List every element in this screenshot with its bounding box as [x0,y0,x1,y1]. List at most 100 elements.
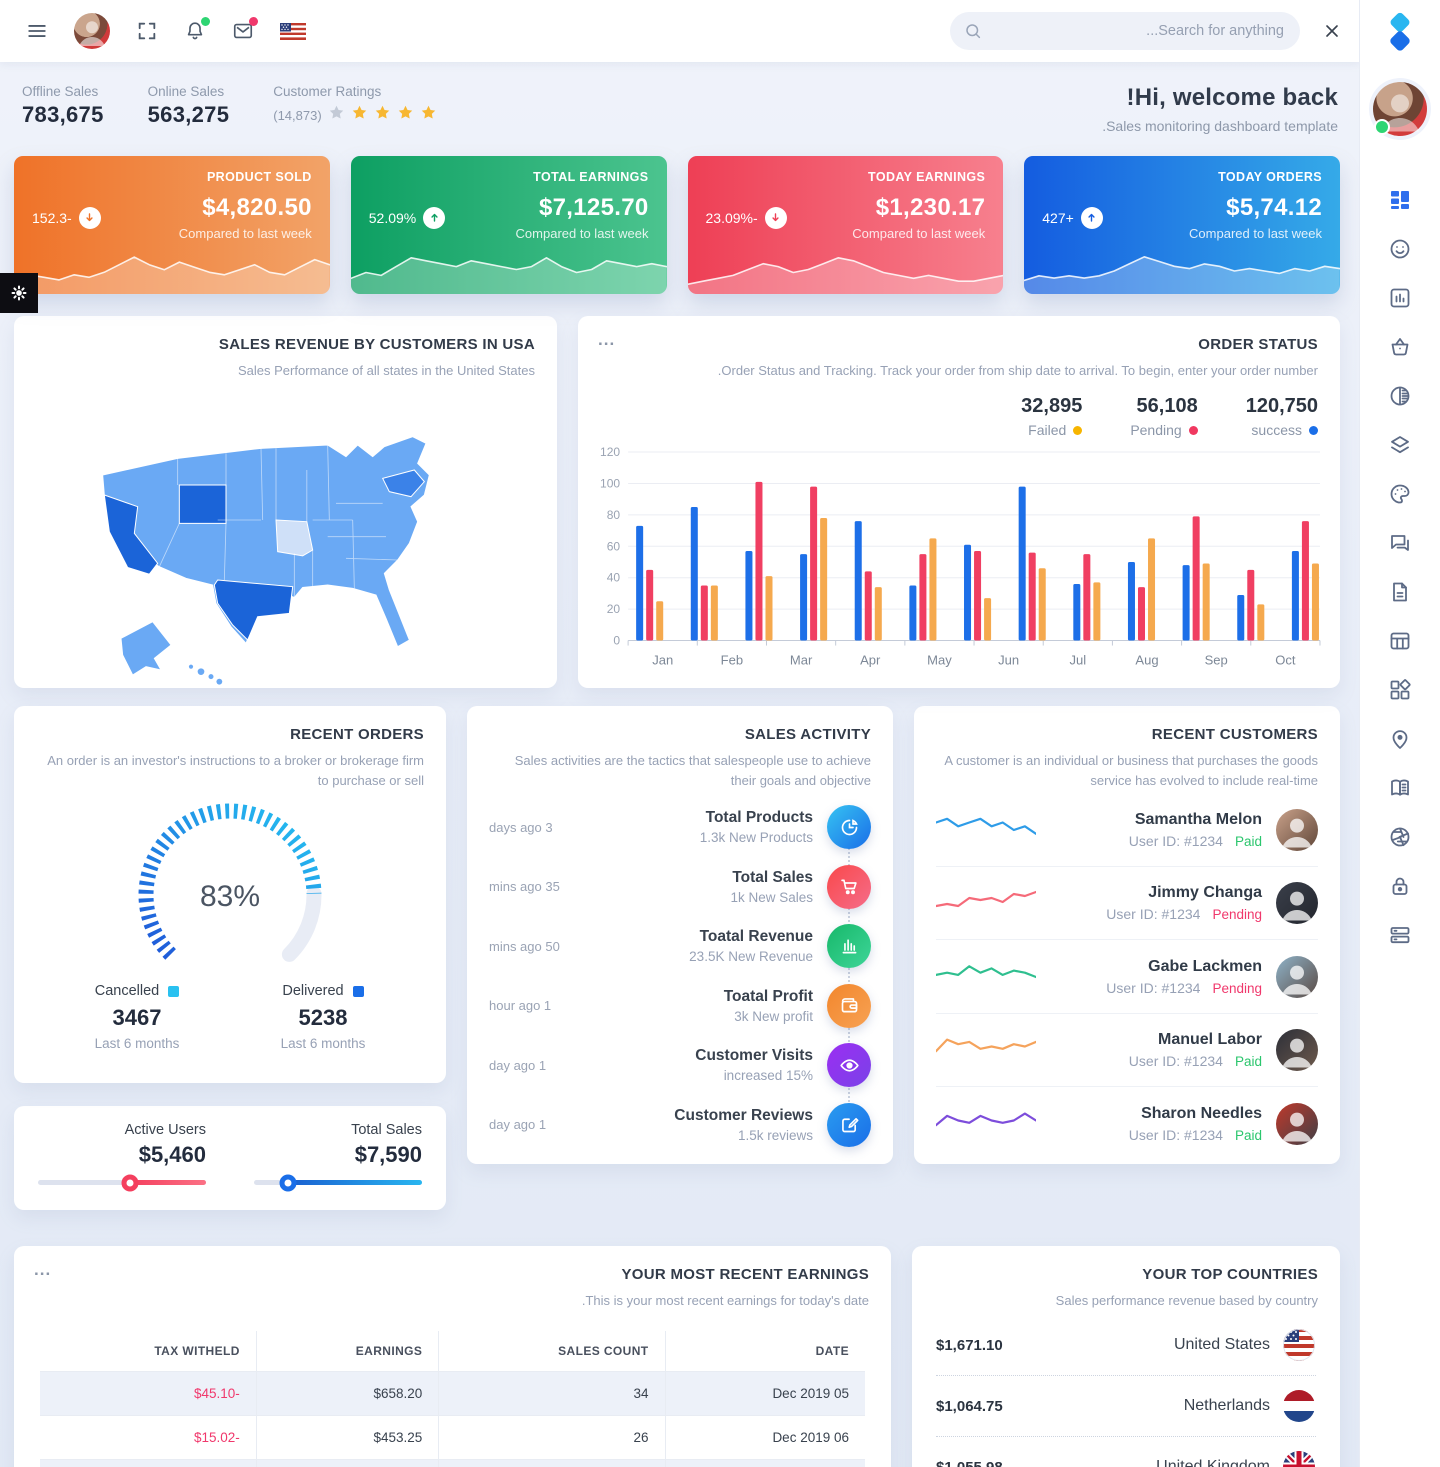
slider-label: Active Users [124,1122,206,1138]
online-status-dot [1374,119,1390,135]
sidebar-item-contrast-icon[interactable] [1388,384,1412,408]
activity-subtitle: 1.5k reviews [737,1127,813,1143]
fullscreen-icon[interactable] [136,20,158,42]
sidebar-item-document-icon[interactable] [1388,580,1412,604]
sidebar-item-chat-icon[interactable] [1388,531,1412,555]
stat-card-total-earnings[interactable]: TOTAL EARNINGS 52.09% $7,125.70 Compared… [350,156,667,294]
recent-customers-subtitle: A customer is an individual or business … [944,753,1318,789]
svg-text:Oct: Oct [1275,653,1296,668]
sidebar-item-forms-icon[interactable] [1388,923,1412,947]
customer-avatar [1276,808,1318,851]
close-icon[interactable] [1322,21,1342,41]
orders-gauge-legend: Cancelled 3467 Last 6 months Delivered 5… [14,983,446,1051]
svg-text:Apr: Apr [860,653,881,668]
sidebar-item-map-pin-icon[interactable] [1388,727,1412,751]
slider-track[interactable] [38,1174,206,1191]
customer-row[interactable]: Jimmy Changa User ID: #1234 Pending [936,867,1318,941]
table-cell: Dec 2019 07 [664,1459,865,1467]
settings-gear-button[interactable] [0,273,38,313]
country-row[interactable]: $1,055.98 United Kingdom [936,1437,1316,1467]
sidebar-item-widgets-icon[interactable] [1388,678,1412,702]
cart-icon[interactable] [827,864,871,909]
pie-chart-icon[interactable] [827,805,871,850]
user-avatar[interactable] [74,13,110,49]
table-row[interactable]: $13.45-$653.1234Dec 2019 07 [40,1459,865,1467]
search-input[interactable] [982,22,1286,40]
menu-icon[interactable] [26,20,48,42]
wallet-icon[interactable] [827,983,871,1028]
sidebar-item-basket-icon[interactable] [1388,335,1412,359]
sidebar-item-palette-icon[interactable] [1388,482,1412,506]
sidebar-item-book-icon[interactable] [1388,776,1412,800]
table-cell: 26 [438,1415,666,1461]
customer-row[interactable]: Sharon Needles User ID: #1234 Paid [936,1087,1318,1160]
table-cell: $13.45- [40,1459,257,1467]
svg-text:40: 40 [607,571,621,585]
table-row[interactable]: $15.02- $453.25 26 Dec 2019 06 [40,1415,865,1461]
gauge-legend-value: 5238 [298,1005,348,1031]
customer-status: Pending [1212,907,1262,923]
page-title: !Hi, welcome back [1126,84,1338,111]
customer-avatar [1276,882,1318,925]
slider-value: $7,590 [354,1142,422,1167]
card-menu-button[interactable]: ... [598,330,616,349]
activity-time: hour ago 1 [489,998,552,1014]
customer-row[interactable]: Samantha Melon User ID: #1234 Paid [936,793,1318,867]
nl-flag-icon [1282,1389,1316,1423]
slider-handle[interactable] [121,1174,139,1191]
stat-card-sparkline [14,248,330,294]
stat-card-product-sold[interactable]: PRODUCT SOLD 152.3- $4,820.50 Compared t… [14,156,330,294]
customer-sparkline [936,884,1036,922]
country-row[interactable]: $1,064.75 Netherlands [936,1376,1316,1438]
country-row[interactable]: $1,671.10 United States [936,1315,1316,1377]
recent-earnings-subtitle: .This is your most recent earnings for t… [581,1293,869,1308]
slider-handle[interactable] [279,1174,297,1191]
svg-text:Sep: Sep [1205,653,1228,668]
eye-icon[interactable] [827,1043,871,1088]
customer-status: Paid [1234,1054,1262,1070]
activity-title: Toatal Revenue [699,928,813,946]
right-sidebar [1359,0,1440,1467]
sidebar-item-dashboard-icon[interactable] [1388,188,1412,212]
sidebar-item-table-icon[interactable] [1388,629,1412,653]
uk-flag-icon [1282,1450,1316,1467]
earnings-column-header: EARNINGS [255,1331,440,1373]
edit-icon[interactable] [827,1102,871,1147]
stat-card-today-orders[interactable]: TODAY ORDERS 427+ $5,74.12 Compared to l… [1024,156,1340,294]
bell-icon[interactable] [184,17,210,42]
customer-id: User ID: #1234 [1106,979,1201,996]
svg-text:20: 20 [607,602,621,616]
recent-customers-card: RECENT CUSTOMERS A customer is an indivi… [914,706,1340,1164]
search-icon [966,24,981,39]
mail-icon[interactable] [232,17,258,42]
earnings-column-header: SALES COUNT [438,1331,666,1373]
app-logo[interactable] [1380,12,1420,52]
us-flag-icon[interactable] [280,22,306,40]
sidebar-item-chart-box-icon[interactable] [1388,286,1412,310]
customer-id: User ID: #1234 [1128,1053,1223,1070]
order-status-chart[interactable]: 0 20 40 60 80 100 120 Jan Feb Mar Apr May Jun Jul Aug S… [578,438,1340,675]
customer-row[interactable]: Gabe Lackmen User ID: #1234 Pending [936,940,1318,1014]
profile-avatar[interactable] [1373,82,1427,136]
table-row[interactable]: $45.10- $658.20 34 Dec 2019 05 [40,1371,865,1417]
card-menu-button[interactable]: ... [34,1260,52,1279]
table-cell: Dec 2019 05 [664,1371,865,1417]
bar-chart-icon[interactable] [827,924,871,969]
stat-card-value: $5,74.12 [1226,194,1322,221]
order-stat-value: 32,895 [1021,395,1083,418]
customer-sparkline [936,811,1036,849]
activity-subtitle: increased 15% [723,1068,813,1084]
sidebar-item-smiley-icon[interactable] [1388,237,1412,261]
main-content: Offline Sales 783,675 Online Sales 563,2… [0,62,1360,1467]
customer-name: Manuel Labor [1157,1031,1262,1049]
sidebar-item-aperture-icon[interactable] [1388,825,1412,849]
usa-map[interactable] [40,395,532,695]
sidebar-item-layers-icon[interactable] [1388,433,1412,457]
slider-track[interactable] [254,1174,422,1191]
state-wyoming [178,484,226,524]
sidebar-item-lock-icon[interactable] [1388,874,1412,898]
customer-status: Paid [1234,1127,1262,1143]
arrow-up-icon [1080,206,1103,229]
customer-row[interactable]: Manuel Labor User ID: #1234 Paid [936,1014,1318,1088]
stat-card-today-earnings[interactable]: TODAY EARNINGS 23.09%- $1,230.17 Compare… [687,156,1004,294]
